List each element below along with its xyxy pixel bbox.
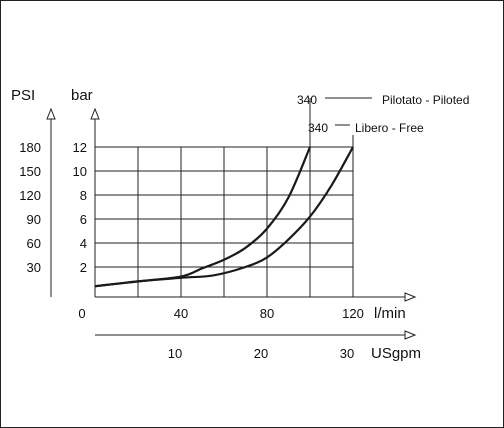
y-tick-label-bar: 8 (80, 188, 87, 203)
x-tick-label-usgpm: 20 (254, 346, 268, 361)
secondary-x-axis-arrow (404, 330, 417, 340)
x-axis-usgpm-label: USgpm (371, 345, 421, 362)
y-tick-label-bar: 4 (80, 236, 87, 251)
legend-piloted-value: 340 (297, 93, 317, 107)
x-tick-label-usgpm: 10 (168, 346, 182, 361)
y-tick-label-psi: 150 (19, 164, 41, 179)
x-axis-lmin-label: l/min (374, 305, 406, 322)
y-tick-label-bar: 2 (80, 260, 87, 275)
y-tick-label-psi: 180 (19, 140, 41, 155)
psi-axis-arrow (46, 107, 56, 120)
series-line-piloted (94, 146, 312, 288)
series-line-free (94, 146, 354, 288)
bar-axis-arrow (90, 107, 100, 120)
y-tick-label-bar: 12 (73, 140, 87, 155)
x-tick-label-usgpm: 30 (340, 346, 354, 361)
x-tick-label-lmin: 120 (342, 306, 364, 321)
y-axis-psi-label: PSI (11, 87, 35, 104)
x-tick-label-lmin: 40 (174, 306, 188, 321)
primary-x-axis-arrow (404, 292, 417, 302)
legend-free-label: Libero - Free (355, 121, 424, 135)
y-tick-label-bar: 10 (73, 164, 87, 179)
chart-dynamic-layer: 2 4 6 8 10 12 30 60 90 120 150 180 0 40 80 120 10 20 30 (19, 98, 417, 361)
x-tick-label-lmin: 0 (78, 306, 85, 321)
y-axis-bar-label: bar (71, 87, 93, 104)
y-tick-label-psi: 30 (27, 260, 41, 275)
legend-free-value: 340 (308, 121, 328, 135)
x-tick-label-lmin: 80 (260, 306, 274, 321)
y-tick-label-psi: 90 (27, 212, 41, 227)
y-tick-label-psi: 60 (27, 236, 41, 251)
y-tick-label-psi: 120 (19, 188, 41, 203)
legend-piloted-label: Pilotato - Piloted (382, 93, 469, 107)
y-tick-label-bar: 6 (80, 212, 87, 227)
